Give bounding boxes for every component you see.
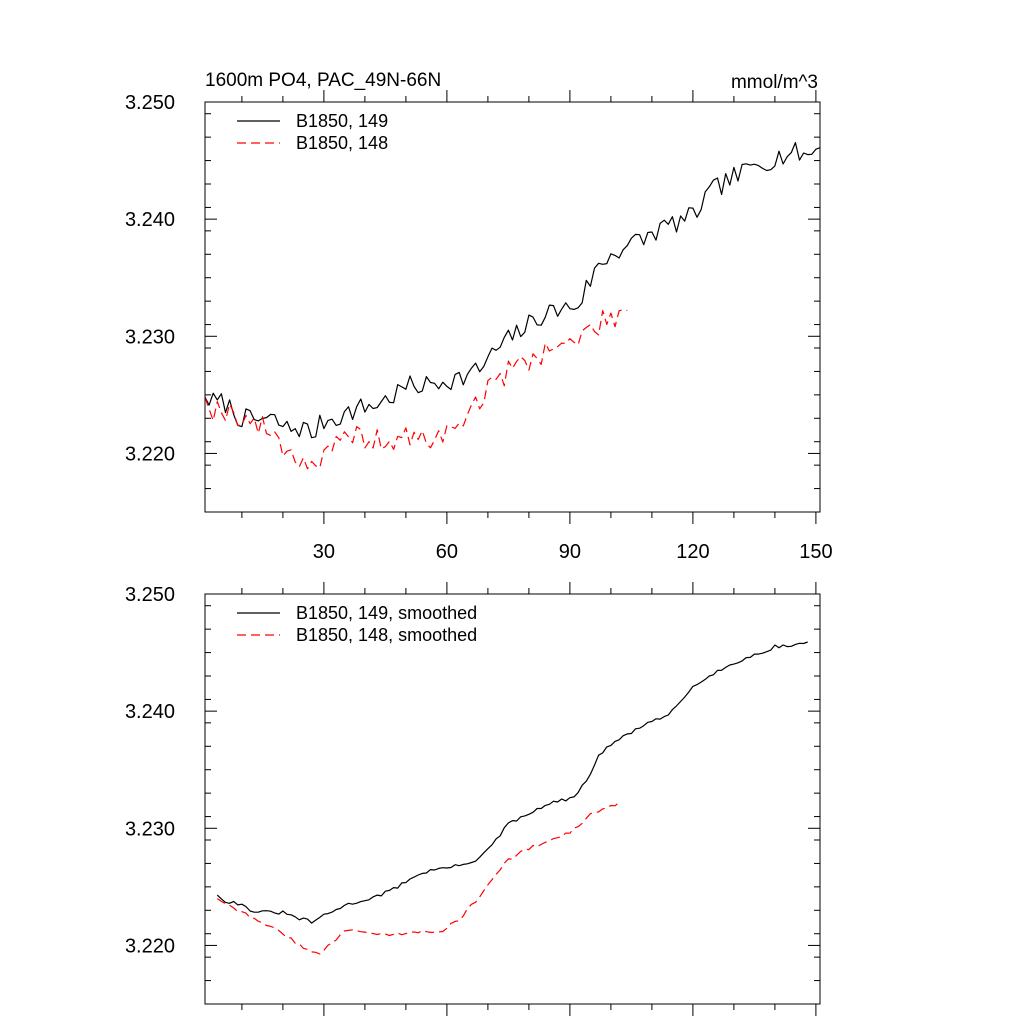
bottom-panel: 3.220 3.230 3.240 3.250 B1850, 149, smoothe… bbox=[125, 582, 821, 1016]
top-panel: 1600m PO4, PAC_49N-66N mmol/m^3 3.2203.2… bbox=[125, 70, 833, 563]
y-tick-label: 3.240 bbox=[125, 209, 175, 231]
bottom-axis-ticks bbox=[205, 582, 820, 1016]
legend-label: B1850, 149, smoothed bbox=[296, 603, 477, 623]
top-axis-ticks bbox=[205, 90, 820, 524]
top-series bbox=[204, 142, 821, 470]
top-plot-frame bbox=[204, 101, 821, 513]
y-tick-label: 3.220 bbox=[125, 443, 175, 465]
bottom-y-tick-labels: 3.220 3.230 3.240 3.250 bbox=[125, 584, 175, 957]
x-tick-label: 150 bbox=[799, 541, 832, 563]
y-tick-label: 3.230 bbox=[125, 818, 175, 840]
legend-label: B1850, 148, smoothed bbox=[296, 625, 477, 645]
x-tick-label: 30 bbox=[313, 541, 335, 563]
top-y-tick-labels: 3.220 3.230 3.240 3.250 bbox=[125, 92, 175, 465]
x-tick-label: 120 bbox=[676, 541, 709, 563]
y-tick-label: 3.220 bbox=[125, 935, 175, 957]
top-x-tick-labels: 30 60 90 120 150 bbox=[313, 541, 833, 563]
legend-label: B1850, 149 bbox=[296, 111, 388, 131]
legend-label: B1850, 148 bbox=[296, 133, 388, 153]
series-line-2 bbox=[216, 802, 620, 955]
series-line-1 bbox=[204, 142, 821, 439]
bottom-series bbox=[216, 641, 808, 955]
series-line-1 bbox=[216, 641, 808, 924]
x-tick-label: 90 bbox=[559, 541, 581, 563]
units-label: mmol/m^3 bbox=[731, 72, 818, 93]
y-tick-label: 3.240 bbox=[125, 701, 175, 723]
x-tick-label: 60 bbox=[436, 541, 458, 563]
y-tick-label: 3.250 bbox=[125, 584, 175, 606]
series-line-2 bbox=[204, 309, 628, 470]
y-tick-label: 3.230 bbox=[125, 326, 175, 348]
chart-title: 1600m PO4, PAC_49N-66N bbox=[205, 70, 441, 91]
y-tick-label: 3.250 bbox=[125, 92, 175, 114]
bottom-plot-frame bbox=[204, 593, 821, 1005]
